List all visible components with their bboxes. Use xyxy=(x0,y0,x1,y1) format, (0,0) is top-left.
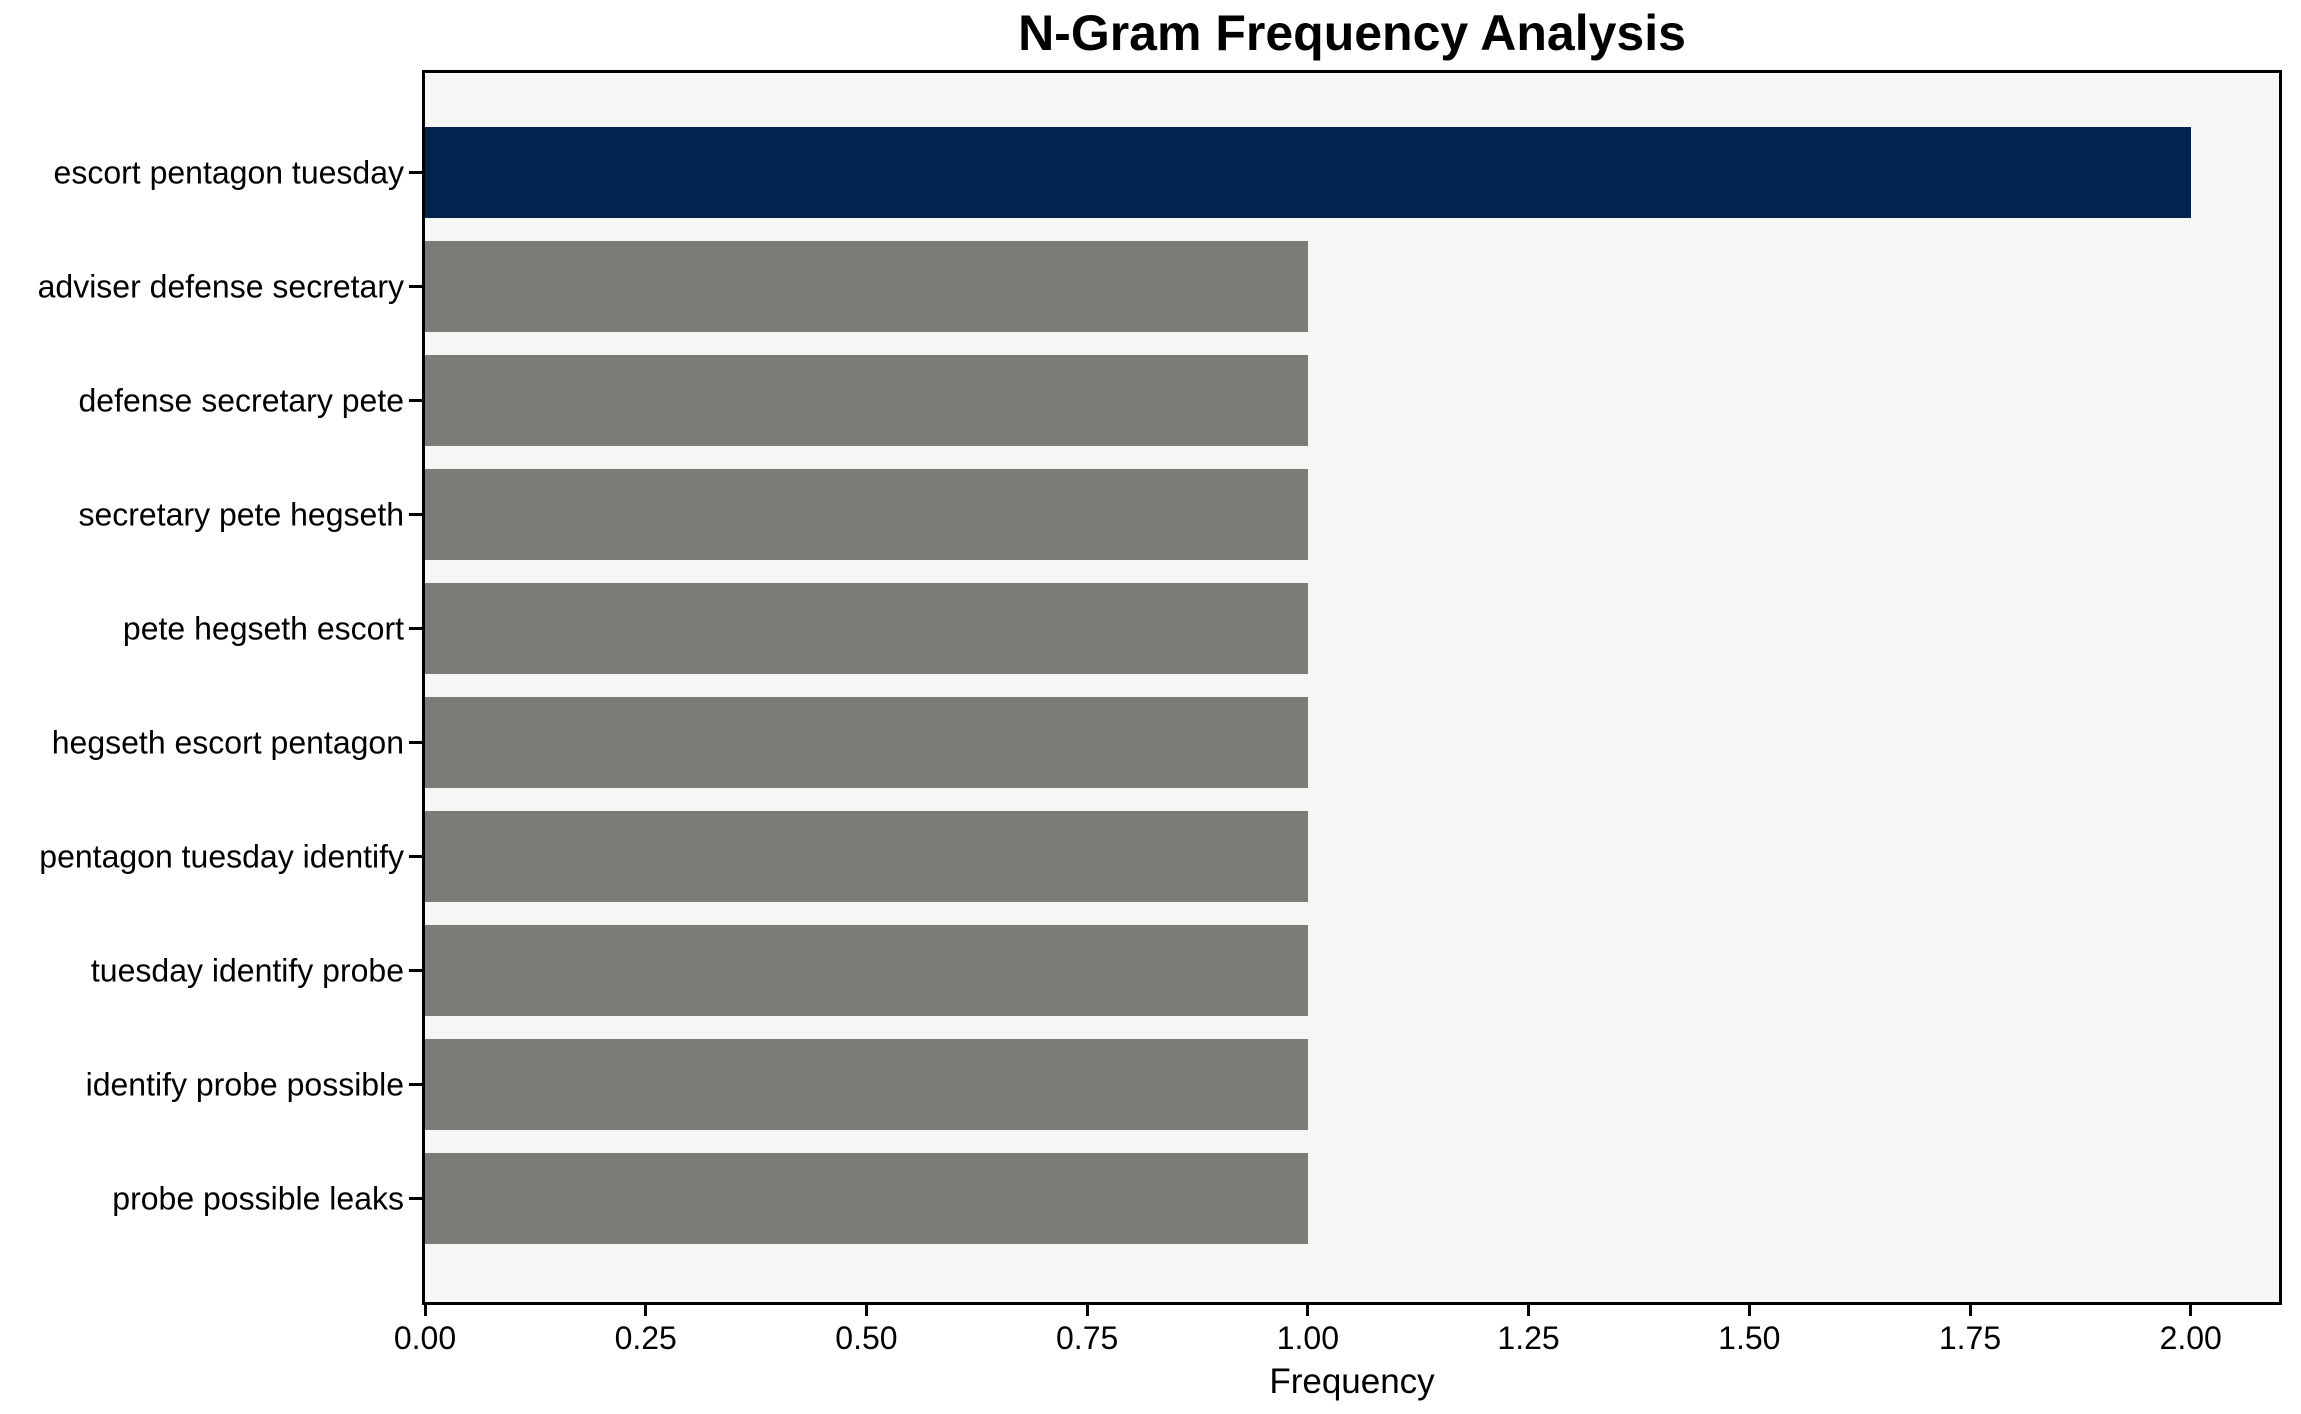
x-tick-label: 0.25 xyxy=(614,1320,677,1356)
x-tick-label: 0.75 xyxy=(1056,1320,1119,1356)
y-tick-mark xyxy=(409,513,422,516)
x-tick-mark xyxy=(1085,1305,1089,1316)
y-tick-mark xyxy=(409,855,422,858)
x-tick-mark xyxy=(1527,1305,1531,1316)
x-tick-label: 1.25 xyxy=(1497,1320,1560,1356)
y-axis-label: tuesday identify probe xyxy=(90,952,404,988)
x-axis-label: Frequency xyxy=(1269,1362,1435,1401)
y-axis-label: identify probe possible xyxy=(85,1066,404,1102)
y-axis-label: adviser defense secretary xyxy=(37,268,404,304)
y-tick-mark xyxy=(409,1083,422,1086)
chart-title: N-Gram Frequency Analysis xyxy=(1018,5,1686,61)
y-tick-mark xyxy=(409,399,422,402)
x-tick-mark xyxy=(1306,1305,1310,1316)
plot-area xyxy=(422,70,2282,1305)
bar xyxy=(425,925,1308,1016)
x-tick-label: 2.00 xyxy=(2159,1320,2222,1356)
x-tick-mark xyxy=(864,1305,868,1316)
x-tick-label: 0.00 xyxy=(393,1320,457,1356)
y-axis-label: probe possible leaks xyxy=(112,1180,404,1216)
y-tick-mark xyxy=(409,969,422,972)
y-axis-label: pentagon tuesday identify xyxy=(39,838,404,874)
y-axis-label: escort pentagon tuesday xyxy=(53,154,404,190)
x-tick-mark xyxy=(2189,1305,2193,1316)
x-tick-label: 0.50 xyxy=(835,1320,898,1356)
bar xyxy=(425,583,1308,674)
y-tick-mark xyxy=(409,171,422,174)
y-axis-label: defense secretary pete xyxy=(78,382,404,418)
x-tick-mark xyxy=(644,1305,648,1316)
x-tick-mark xyxy=(1747,1305,1751,1316)
y-axis: escort pentagon tuesday adviser defense s… xyxy=(0,70,404,1305)
y-tick-mark xyxy=(409,741,422,744)
x-tick-mark xyxy=(423,1305,427,1316)
bar xyxy=(425,355,1308,446)
bar xyxy=(425,697,1308,788)
bar xyxy=(425,127,2191,218)
bar xyxy=(425,469,1308,560)
x-tick-label: 1.00 xyxy=(1276,1320,1339,1356)
y-tick-mark xyxy=(409,1197,422,1200)
y-tick-mark xyxy=(409,627,422,630)
y-tick-mark xyxy=(409,285,422,288)
y-axis-label: hegseth escort pentagon xyxy=(51,724,404,760)
x-tick-label: 1.50 xyxy=(1718,1320,1781,1356)
bar xyxy=(425,1153,1308,1244)
x-tick-mark xyxy=(1968,1305,1972,1316)
x-tick-label: 1.75 xyxy=(1938,1320,2002,1356)
bar xyxy=(425,241,1308,332)
y-axis-label: secretary pete hegseth xyxy=(78,496,404,532)
y-axis-label: pete hegseth escort xyxy=(122,610,404,646)
bar xyxy=(425,1039,1308,1130)
bar xyxy=(425,811,1308,902)
